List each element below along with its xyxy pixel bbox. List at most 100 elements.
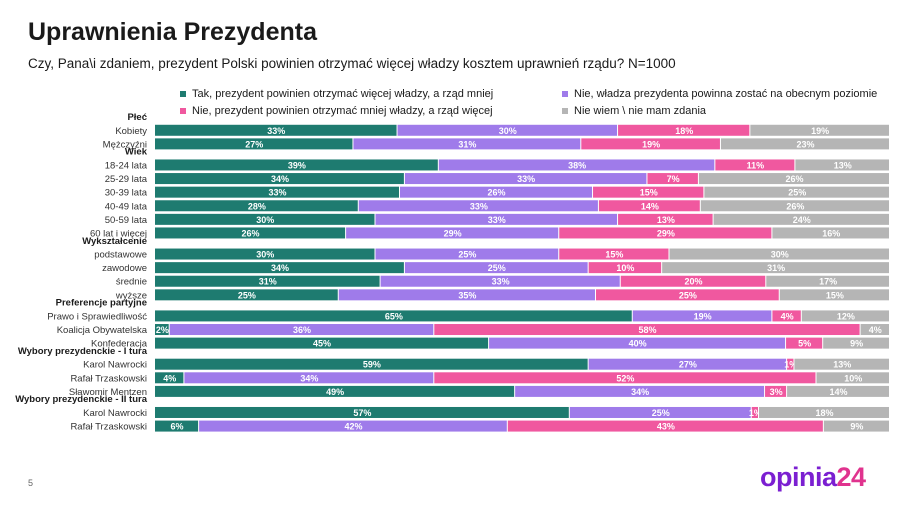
data-label: 26% [488, 188, 506, 198]
row-label: zawodowe [102, 263, 147, 274]
row-label: Sławomir Mentzen [69, 387, 147, 398]
bar-nie-obecny [404, 173, 647, 185]
chart-subtitle: Czy, Pana\i zdaniem, prezydent Polski po… [28, 56, 676, 71]
data-label: 57% [353, 408, 371, 418]
legend-label: Nie wiem \ nie mam zdania [574, 105, 707, 117]
data-label: 4% [781, 311, 794, 321]
group-heading: Wybory prezydenckie - I tura [18, 346, 148, 357]
data-label: 25% [788, 188, 806, 198]
bar-nie-mniej [787, 358, 794, 370]
legend-item-nie-mniej: Nie, prezydent powinien otrzymać mniej w… [180, 105, 493, 117]
data-label: 19% [811, 126, 829, 136]
data-label: 9% [850, 422, 863, 432]
bar-nie-mniej [588, 262, 662, 274]
data-label: 31% [767, 263, 785, 273]
bar-nie-mniej [434, 324, 860, 336]
data-label: 30% [256, 215, 274, 225]
bar-tak [155, 173, 404, 185]
bar-nie-obecny [184, 372, 434, 384]
bar-tak [155, 262, 404, 274]
data-label: 24% [793, 215, 811, 225]
data-label: 27% [679, 360, 697, 370]
data-label: 33% [517, 174, 535, 184]
bar-tak [155, 248, 375, 260]
bar-tak [155, 406, 569, 418]
data-label: 6% [171, 422, 184, 432]
data-label: 3% [770, 387, 783, 397]
bar-tak [155, 213, 375, 225]
bar-nie-wiem [823, 337, 889, 349]
bar-nie-mniej [772, 310, 801, 322]
legend-label: Nie, władza prezydenta powinna zostać na… [574, 88, 878, 100]
data-label: 13% [657, 215, 675, 225]
bar-nie-obecny [404, 262, 588, 274]
bar-nie-obecny [400, 186, 593, 198]
page-number: 5 [28, 478, 34, 488]
data-label: 18% [815, 408, 833, 418]
bar-nie-wiem [713, 213, 889, 225]
bar-tak [155, 275, 380, 287]
row-label: podstawowe [94, 250, 147, 261]
legend-label: Tak, prezydent powinien otrzymać więcej … [192, 88, 494, 100]
group-heading: Preferencje partyjne [56, 298, 147, 309]
bar-tak [155, 385, 515, 397]
bar-nie-mniej [618, 213, 713, 225]
data-label: 19% [694, 311, 712, 321]
data-label: 49% [326, 387, 344, 397]
bar-tak [155, 124, 397, 136]
bar-nie-mniej [507, 420, 823, 432]
data-label: 26% [786, 201, 804, 211]
bar-nie-mniej [647, 173, 698, 185]
bar-tak [155, 200, 358, 212]
data-label: 1% [784, 360, 797, 370]
row-label: Prawo i Sprawiedliwość [47, 311, 147, 322]
data-label: 5% [798, 339, 811, 349]
data-label: 34% [271, 263, 289, 273]
data-label: 29% [657, 228, 675, 238]
group-heading: Wiek [125, 147, 148, 158]
bar-nie-obecny [375, 213, 618, 225]
data-label: 35% [458, 290, 476, 300]
bar-nie-obecny [199, 420, 507, 432]
bar-nie-wiem [759, 406, 889, 418]
bar-nie-obecny [632, 310, 772, 322]
data-label: 13% [834, 160, 852, 170]
row-label: 40-49 lata [105, 201, 148, 212]
bar-nie-wiem [860, 324, 889, 336]
data-label: 33% [492, 277, 510, 287]
legend-swatch-icon [180, 91, 186, 97]
row-label: Rafał Trzaskowski [70, 422, 147, 433]
legend-swatch-icon [180, 108, 186, 114]
data-label: 4% [163, 373, 176, 383]
bar-nie-mniej [618, 124, 750, 136]
data-label: 39% [288, 160, 306, 170]
row-label: 60 lat i więcej [90, 228, 147, 239]
data-label: 34% [300, 373, 318, 383]
data-label: 15% [826, 290, 844, 300]
data-label: 34% [271, 174, 289, 184]
data-label: 23% [796, 139, 814, 149]
bar-nie-mniej [434, 372, 816, 384]
row-label: 18-24 lata [105, 160, 148, 171]
data-label: 18% [675, 126, 693, 136]
data-label: 4% [869, 325, 882, 335]
data-label: 25% [458, 250, 476, 260]
data-label: 19% [642, 139, 660, 149]
bar-nie-wiem [794, 358, 889, 370]
data-label: 43% [657, 422, 675, 432]
group-heading: Wybory prezydenckie - II tura [15, 394, 148, 405]
opinia24-logo: opinia24 [760, 462, 866, 492]
bar-nie-obecny [169, 324, 434, 336]
group-heading: Płeć [127, 112, 147, 123]
bar-nie-mniej [751, 406, 759, 418]
data-label: 31% [458, 139, 476, 149]
bar-tak [155, 324, 169, 336]
bar-nie-obecny [338, 289, 595, 301]
data-label: 58% [638, 325, 656, 335]
data-label: 33% [470, 201, 488, 211]
bar-nie-obecny [397, 124, 618, 136]
data-label: 45% [313, 339, 331, 349]
data-label: 27% [245, 139, 263, 149]
data-label: 14% [641, 201, 659, 211]
